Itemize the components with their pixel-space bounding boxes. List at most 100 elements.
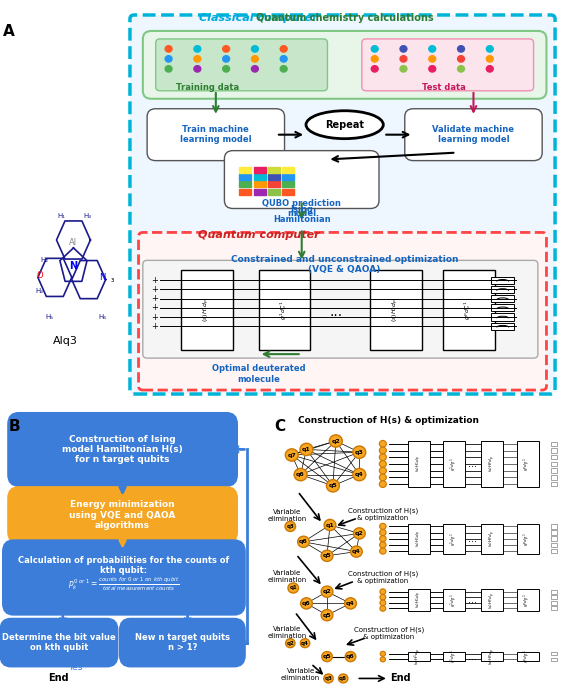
Text: New n target qubits
n > 1?: New n target qubits n > 1? [135, 633, 230, 652]
FancyBboxPatch shape [3, 540, 245, 615]
Text: H₂: H₂ [41, 257, 49, 262]
Circle shape [379, 461, 386, 468]
Bar [490, 276, 514, 284]
Text: q4: q4 [346, 601, 355, 606]
Text: Classical computer: Classical computer [199, 13, 318, 22]
Bar [282, 181, 294, 188]
Circle shape [429, 46, 436, 52]
Text: O: O [36, 271, 43, 280]
Text: B: B [8, 419, 20, 433]
Text: q5: q5 [328, 483, 337, 489]
Text: q6: q6 [299, 539, 308, 545]
Circle shape [380, 589, 386, 594]
Circle shape [223, 66, 229, 72]
Bar [282, 167, 294, 173]
Text: Calculation of probabilities for the counts of
kth qubit:: Calculation of probabilities for the cou… [18, 556, 229, 575]
Text: N: N [69, 261, 77, 272]
Text: q2: q2 [355, 531, 364, 536]
Circle shape [486, 46, 493, 52]
Text: $g^1d_p^{-1}$: $g^1d_p^{-1}$ [448, 593, 460, 607]
Bar [408, 589, 430, 610]
Circle shape [329, 435, 342, 447]
Circle shape [380, 536, 386, 542]
Circle shape [165, 56, 172, 62]
Bar [481, 524, 503, 554]
Bar [444, 270, 495, 350]
Text: q4: q4 [301, 640, 309, 645]
Text: q4: q4 [355, 472, 364, 477]
Bar [551, 455, 557, 459]
Text: ...: ... [468, 652, 477, 662]
Text: Construction of H(s)
& optimization: Construction of H(s) & optimization [354, 626, 424, 640]
Text: N: N [99, 273, 106, 282]
Text: QUBO prediction
model: QUBO prediction model [262, 199, 341, 218]
Text: H₅: H₅ [46, 314, 54, 320]
Circle shape [300, 638, 310, 648]
Text: +: + [151, 285, 158, 294]
Text: Construction of H(s) & optimization: Construction of H(s) & optimization [298, 416, 479, 425]
Circle shape [429, 66, 436, 72]
Circle shape [353, 468, 366, 481]
Bar [551, 468, 557, 473]
Circle shape [429, 56, 436, 62]
Text: H₆: H₆ [98, 314, 106, 320]
Bar [551, 601, 557, 605]
Text: Variable
elimination: Variable elimination [268, 570, 307, 583]
Circle shape [280, 46, 287, 52]
Text: +: + [151, 312, 158, 321]
Circle shape [458, 66, 464, 72]
Text: q1: q1 [325, 522, 334, 528]
Circle shape [380, 657, 385, 662]
Text: q5: q5 [323, 553, 332, 559]
Circle shape [371, 56, 378, 62]
Circle shape [251, 46, 258, 52]
Text: $(s)H^1d_p$: $(s)H^1d_p$ [413, 648, 424, 665]
Bar [443, 524, 465, 554]
Bar [551, 462, 557, 466]
Circle shape [194, 46, 201, 52]
FancyBboxPatch shape [138, 232, 546, 390]
Circle shape [354, 528, 365, 539]
Text: q7: q7 [288, 452, 296, 458]
Circle shape [294, 468, 307, 481]
Bar [240, 174, 251, 180]
Circle shape [223, 56, 229, 62]
Bar [254, 181, 266, 188]
Circle shape [458, 56, 464, 62]
Bar [490, 304, 514, 312]
Bar [481, 589, 503, 610]
Circle shape [301, 598, 312, 609]
Bar [282, 188, 294, 195]
Bar [490, 295, 514, 302]
Circle shape [338, 674, 348, 683]
Bar [490, 314, 514, 321]
Circle shape [298, 536, 310, 547]
Bar [282, 174, 294, 180]
Bar [240, 188, 251, 195]
Circle shape [380, 594, 386, 600]
Bar [551, 531, 557, 535]
Bar [181, 270, 233, 350]
Text: q3: q3 [324, 676, 332, 681]
Circle shape [380, 600, 386, 606]
Text: $g^pd_p^{-1}$: $g^pd_p^{-1}$ [463, 300, 475, 320]
Bar [443, 589, 465, 610]
Circle shape [321, 610, 333, 621]
Circle shape [165, 46, 172, 52]
Text: $g^1d_p^{-1}$: $g^1d_p^{-1}$ [448, 532, 460, 545]
Bar [516, 441, 538, 486]
Circle shape [400, 46, 407, 52]
Bar [408, 441, 430, 486]
Bar [551, 524, 557, 528]
Bar [551, 549, 557, 553]
Text: q6: q6 [296, 472, 305, 477]
Text: Quantum computer: Quantum computer [198, 230, 320, 240]
Bar [490, 323, 514, 330]
Bar [481, 441, 503, 486]
Text: q2: q2 [332, 438, 340, 444]
Bar [240, 167, 251, 173]
Circle shape [486, 56, 493, 62]
Text: +: + [151, 276, 158, 285]
Bar [240, 181, 251, 188]
Text: Variable
elimination: Variable elimination [268, 626, 307, 639]
